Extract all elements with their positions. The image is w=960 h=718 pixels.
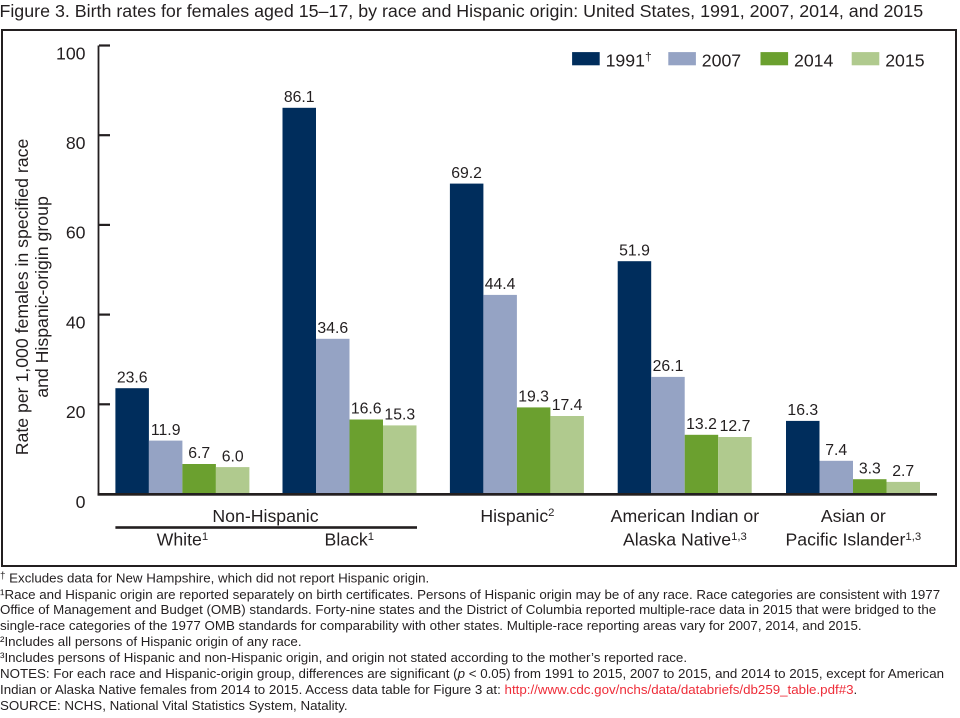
svg-text:13.2: 13.2 [686, 416, 717, 433]
svg-text:86.1: 86.1 [284, 89, 315, 106]
svg-text:60: 60 [66, 223, 86, 243]
svg-text:1991†: 1991† [606, 50, 652, 71]
svg-text:12.7: 12.7 [720, 418, 751, 435]
svg-text:2015: 2015 [885, 50, 925, 70]
svg-text:Rate per 1,000 females in spec: Rate per 1,000 females in specified race [12, 139, 32, 456]
svg-text:2007: 2007 [702, 50, 741, 70]
svg-text:69.2: 69.2 [451, 165, 482, 182]
svg-text:6.7: 6.7 [188, 445, 210, 462]
svg-text:19.3: 19.3 [518, 389, 549, 406]
svg-text:Alaska Native1,3: Alaska Native1,3 [623, 529, 747, 549]
svg-text:17.4: 17.4 [552, 397, 583, 414]
svg-text:3.3: 3.3 [859, 460, 881, 477]
svg-text:11.9: 11.9 [151, 422, 181, 439]
svg-text:80: 80 [66, 133, 86, 153]
svg-text:23.6: 23.6 [117, 369, 148, 386]
svg-text:Black1: Black1 [325, 529, 375, 549]
svg-text:Asian or: Asian or [821, 506, 886, 526]
svg-text:15.3: 15.3 [384, 407, 415, 424]
svg-text:16.6: 16.6 [351, 401, 382, 418]
svg-text:2.7: 2.7 [892, 463, 914, 480]
svg-text:Hispanic2: Hispanic2 [480, 506, 554, 526]
svg-text:26.1: 26.1 [653, 358, 684, 375]
svg-text:100: 100 [56, 43, 86, 63]
svg-text:51.9: 51.9 [619, 242, 650, 259]
svg-text:6.0: 6.0 [222, 448, 244, 465]
svg-text:7.4: 7.4 [825, 442, 847, 459]
svg-text:40: 40 [66, 312, 86, 332]
svg-text:44.4: 44.4 [485, 276, 516, 293]
svg-text:American Indian or: American Indian or [611, 506, 760, 526]
svg-text:16.3: 16.3 [787, 402, 818, 419]
svg-text:2014: 2014 [794, 50, 834, 70]
svg-text:20: 20 [66, 402, 86, 422]
svg-text:White1: White1 [157, 529, 209, 549]
svg-text:Non-Hispanic: Non-Hispanic [212, 506, 318, 526]
svg-text:Pacific Islander1,3: Pacific Islander1,3 [785, 529, 921, 549]
svg-text:34.6: 34.6 [317, 320, 348, 337]
svg-text:and Hispanic-origin group: and Hispanic-origin group [32, 196, 52, 398]
svg-text:0: 0 [76, 492, 86, 512]
